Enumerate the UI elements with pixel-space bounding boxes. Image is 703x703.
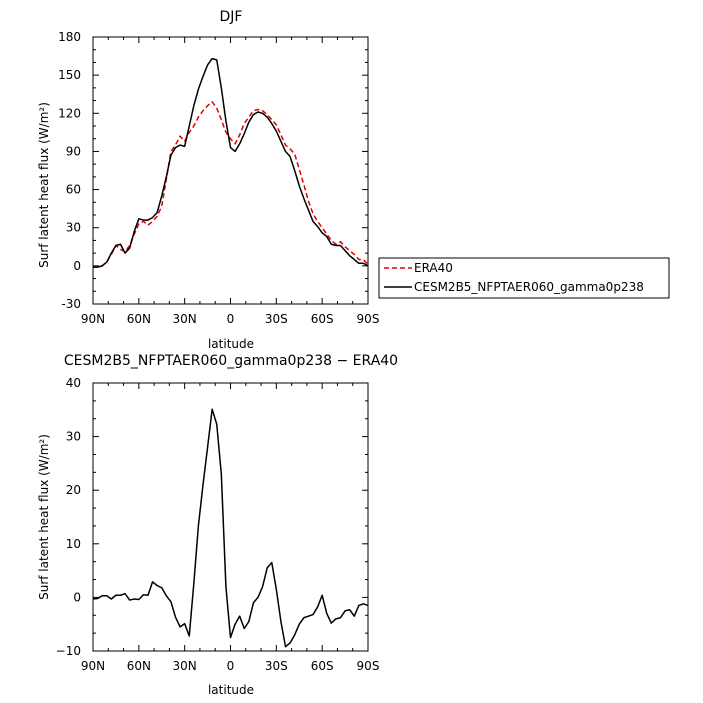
legend-era40-label: ERA40 <box>414 261 453 275</box>
top-y-tick-label: -30 <box>61 297 81 311</box>
bottom-x-tick-label: 30S <box>265 659 288 673</box>
top-x-tick-label: 60N <box>127 312 151 326</box>
bottom-series-line-0 <box>92 408 369 648</box>
bottom-chart-series <box>92 408 369 648</box>
top-series-line-0 <box>93 101 369 268</box>
bottom-chart-ylabel: Surf latent heat flux (W/m²) <box>37 434 51 600</box>
bottom-chart-panel: CESM2B5_NFPTAER060_gamma0p238 − ERA40 la… <box>37 353 398 697</box>
bottom-y-tick-label: 40 <box>66 376 81 390</box>
bottom-x-tick-label: 30N <box>173 659 197 673</box>
top-x-tick-label: 60S <box>311 312 334 326</box>
top-x-tick-label: 90N <box>81 312 105 326</box>
top-y-tick-label: 60 <box>66 183 81 197</box>
bottom-chart-title: CESM2B5_NFPTAER060_gamma0p238 − ERA40 <box>64 353 398 369</box>
bottom-chart-ticks: 90N 60N 30N 0 30S 60S 90S −10 0 10 20 30 40 <box>56 376 380 673</box>
top-chart-xlabel: latitude <box>208 337 254 351</box>
bottom-y-tick-label: −10 <box>56 644 81 658</box>
top-chart-frame <box>92 36 369 305</box>
top-chart-legend[interactable]: ERA40 CESM2B5_NFPTAER060_gamma0p238 <box>378 257 670 299</box>
bottom-x-tick-label: 0 <box>227 659 235 673</box>
legend-cesm-label: CESM2B5_NFPTAER060_gamma0p238 <box>414 280 644 294</box>
top-x-tick-label: 0 <box>227 312 235 326</box>
top-y-tick-label: 120 <box>58 106 81 120</box>
bottom-y-tick-label: 20 <box>66 483 81 497</box>
bottom-x-tick-label: 90N <box>81 659 105 673</box>
bottom-x-tick-label: 60N <box>127 659 151 673</box>
top-chart-ylabel: Surf latent heat flux (W/m²) <box>37 102 51 268</box>
top-chart-panel: DJF latitude Surf latent heat flux (W/m²… <box>37 9 379 351</box>
top-y-tick-label: 180 <box>58 30 81 44</box>
top-y-tick-label: 0 <box>73 259 81 273</box>
top-x-tick-label: 90S <box>357 312 380 326</box>
top-chart-title: DJF <box>220 9 243 25</box>
top-chart-series <box>93 57 369 268</box>
bottom-y-tick-label: 30 <box>66 430 81 444</box>
top-y-tick-label: 90 <box>66 144 81 158</box>
top-y-tick-label: 30 <box>66 221 81 235</box>
bottom-x-tick-label: 60S <box>311 659 334 673</box>
top-x-tick-label: 30N <box>173 312 197 326</box>
top-y-tick-label: 150 <box>58 68 81 82</box>
legend-box <box>378 257 670 299</box>
top-x-tick-label: 30S <box>265 312 288 326</box>
bottom-chart-xlabel: latitude <box>208 683 254 697</box>
bottom-y-tick-label: 0 <box>73 590 81 604</box>
bottom-chart-frame <box>92 382 369 652</box>
bottom-y-tick-label: 10 <box>66 537 81 551</box>
bottom-x-tick-label: 90S <box>357 659 380 673</box>
top-chart-ticks: 90N 60N 30N 0 30S 60S 90S -30 0 30 60 90 120 150 180 <box>58 30 379 326</box>
top-series-line-1 <box>93 57 369 268</box>
